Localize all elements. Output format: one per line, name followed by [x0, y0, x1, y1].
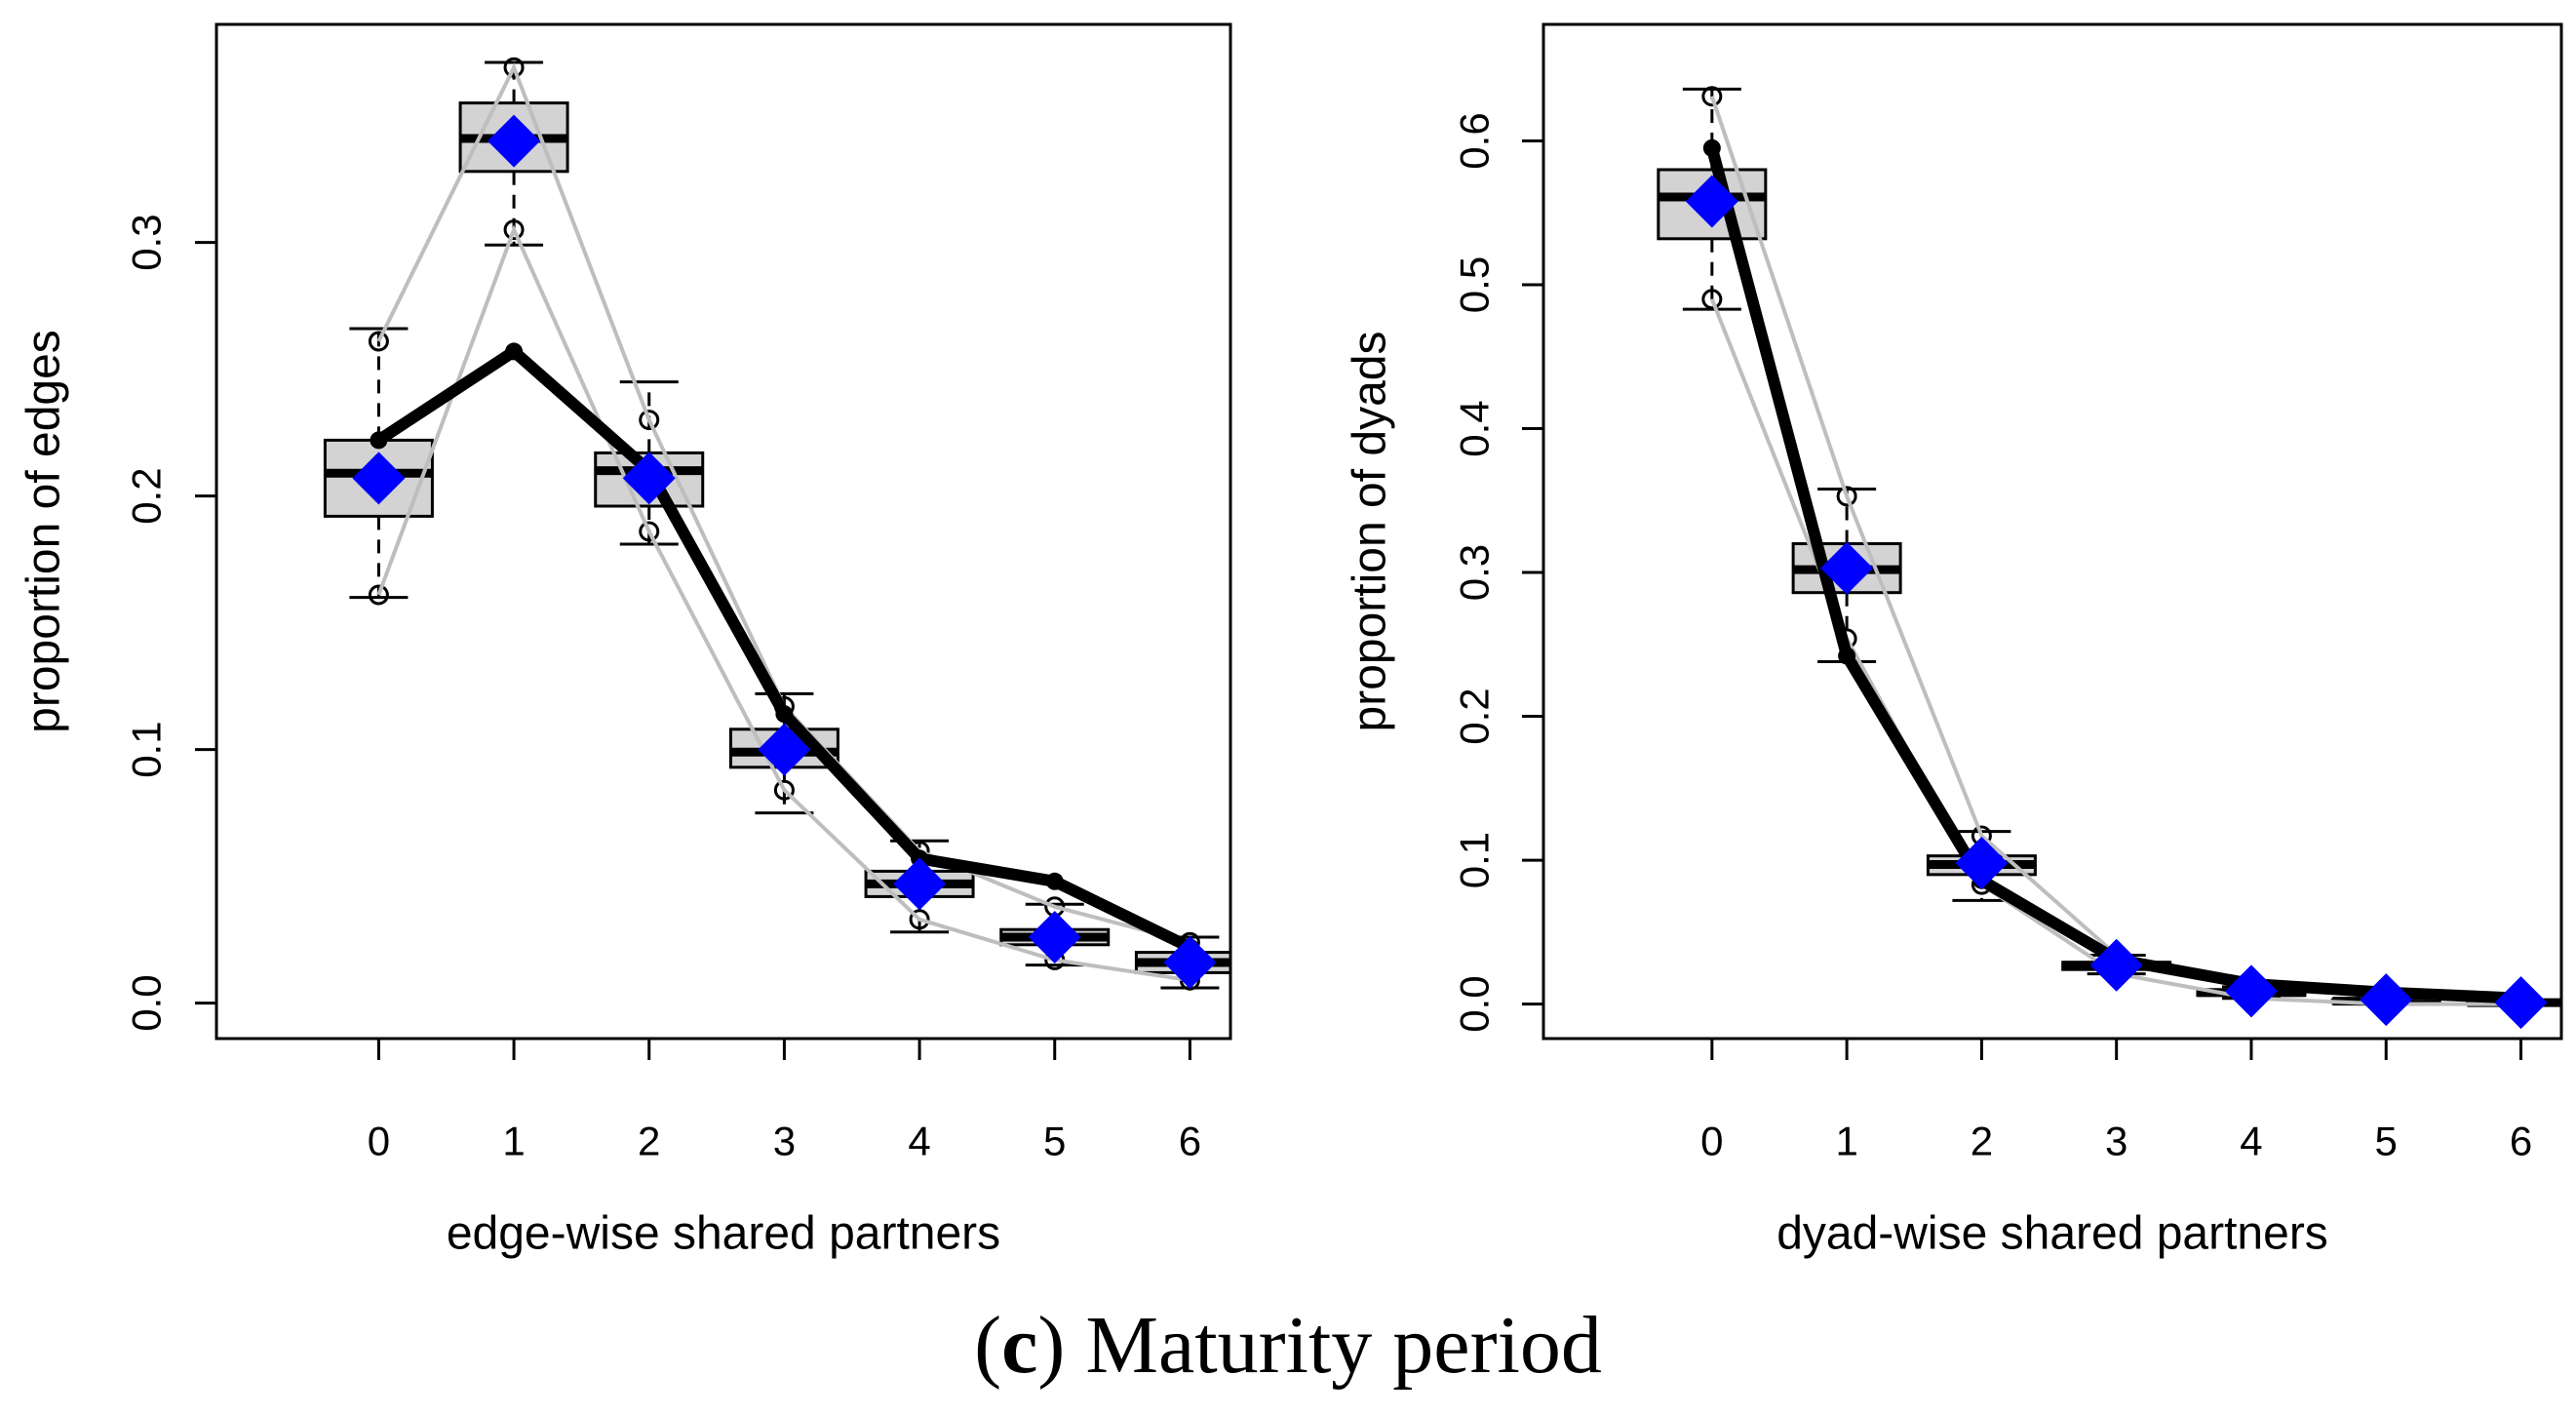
- dyadwise-chart-panel: 0.0 0.1 0.2 0.3 0.4 0.5 0.6 0 1 2 3 4 5 6 dyad-wise sh…: [1345, 22, 2563, 1260]
- mean-diamond: [2360, 973, 2413, 1027]
- edgewise-chart-panel: 0.0 0.1 0.2 0.3 0 1 2 3 4 5 6 edge-wise shared part…: [19, 22, 1232, 1260]
- mean-diamond: [2494, 976, 2548, 1030]
- x-tick-label: 5: [2375, 1119, 2398, 1164]
- outlier-point: [1701, 289, 1723, 310]
- y-tick-label: 0.5: [1452, 256, 1498, 313]
- x-tick-label: 0: [1700, 1119, 1723, 1164]
- lower-bound-line: [1709, 298, 2521, 1006]
- outlier-point: [368, 584, 389, 606]
- outlier-point: [368, 331, 389, 352]
- observed-point: [1045, 872, 1064, 890]
- y-tick-label: 0.1: [1452, 832, 1498, 888]
- y-tick-label: 0.3: [1452, 544, 1498, 601]
- observed-point: [1838, 647, 1856, 665]
- outlier-point: [503, 57, 525, 78]
- outlier-point: [503, 219, 525, 241]
- y-tick-label: 0.2: [1452, 688, 1498, 744]
- figure-caption: (c) Maturity period: [974, 1300, 1602, 1391]
- y-tick-label: 0.0: [124, 974, 170, 1031]
- plot-area: [1657, 86, 2561, 1030]
- mean-diamond: [758, 723, 811, 776]
- x-tick-label: 1: [1835, 1119, 1857, 1164]
- mean-diamond: [352, 452, 406, 505]
- observed-point: [370, 431, 388, 450]
- mean-diamond: [622, 452, 676, 505]
- plot-frame: [1542, 22, 2563, 1041]
- caption-text: Maturity period: [1085, 1300, 1602, 1391]
- caption-letter: c: [1001, 1300, 1038, 1391]
- mean-diamond: [488, 114, 541, 168]
- outlier-point: [639, 410, 660, 431]
- outlier-point: [1836, 486, 1857, 507]
- y-tick-label: 0.3: [124, 214, 170, 270]
- mean-diamond: [893, 857, 947, 911]
- x-tick-label: 6: [2510, 1119, 2532, 1164]
- observed-point: [505, 342, 524, 361]
- outlier-point: [773, 779, 795, 801]
- mean-diamond: [1028, 911, 1081, 963]
- x-tick-label: 1: [502, 1119, 525, 1164]
- mean-diamond: [2224, 964, 2278, 1018]
- observed-line: [375, 345, 1193, 953]
- y-tick-label: 0.4: [1452, 400, 1498, 456]
- x-axis-label: dyad-wise shared partners: [1776, 1208, 2328, 1260]
- mean-diamond: [1163, 936, 1217, 989]
- x-tick-label: 2: [1971, 1119, 1993, 1164]
- outlier-point: [909, 909, 930, 930]
- x-tick-label: 3: [2105, 1119, 2127, 1164]
- x-tick-label: 0: [368, 1119, 390, 1164]
- mean-diamond: [1955, 837, 2009, 890]
- lower-bound-line: [376, 224, 1190, 983]
- x-axis-label: edge-wise shared partners: [447, 1208, 1000, 1260]
- y-tick-label: 0.6: [1452, 112, 1498, 169]
- mean-diamond: [2089, 938, 2143, 992]
- y-tick-label: 0.2: [124, 467, 170, 524]
- y-tick-label: 0.1: [124, 721, 170, 777]
- mean-diamond: [1685, 175, 1738, 228]
- x-tick-label: 6: [1179, 1119, 1201, 1164]
- x-tick-label: 4: [2240, 1119, 2262, 1164]
- outlier-point: [639, 521, 660, 542]
- upper-bound-line: [376, 62, 1190, 945]
- y-tick-label: 0.0: [1452, 975, 1498, 1032]
- plot-area: [323, 57, 1230, 991]
- x-tick-label: 3: [773, 1119, 796, 1164]
- y-axis-label: proportion of dyads: [1345, 332, 1396, 732]
- observed-point: [775, 705, 794, 724]
- x-tick-label: 4: [908, 1119, 930, 1164]
- x-tick-label: 2: [638, 1119, 660, 1164]
- x-tick-label: 5: [1043, 1119, 1066, 1164]
- mean-diamond: [1820, 541, 1874, 595]
- plot-frame: [215, 22, 1232, 1041]
- observed-point: [1702, 138, 1721, 157]
- y-axis-label: proportion of edges: [19, 330, 70, 733]
- outlier-point: [1701, 86, 1723, 107]
